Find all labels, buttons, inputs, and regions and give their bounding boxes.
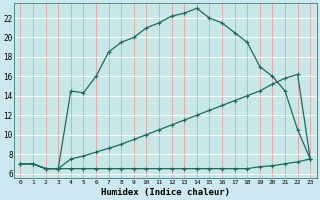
X-axis label: Humidex (Indice chaleur): Humidex (Indice chaleur) — [101, 188, 230, 197]
